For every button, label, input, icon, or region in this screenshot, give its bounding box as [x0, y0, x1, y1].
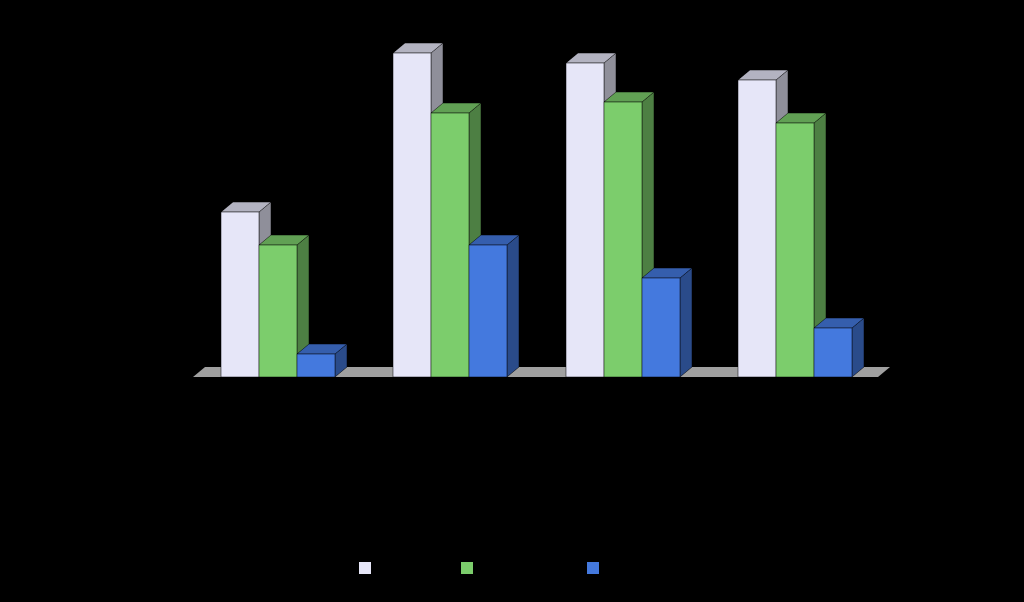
bar-front [775, 122, 815, 378]
bar-front [220, 211, 260, 378]
legend-swatch [359, 562, 371, 574]
bar-front [737, 79, 777, 378]
bar [775, 112, 827, 378]
bar [258, 234, 310, 378]
bar-side [506, 234, 520, 378]
legend-swatch [461, 562, 473, 574]
floor [193, 367, 890, 377]
bar-front [813, 327, 853, 378]
bar [468, 234, 520, 378]
bar-front [296, 353, 336, 378]
bar [296, 343, 348, 378]
bar-front [258, 244, 298, 378]
bar-front [468, 244, 508, 378]
bar [603, 91, 655, 378]
bar-front [641, 277, 681, 378]
legend-swatch [587, 562, 599, 574]
bar-front [430, 112, 470, 378]
bar [813, 317, 865, 378]
bar-side [851, 317, 865, 378]
bar-side [679, 267, 693, 378]
bar-front [565, 62, 605, 378]
bar-front [392, 52, 432, 378]
bar-front [603, 101, 643, 378]
bar [641, 267, 693, 378]
